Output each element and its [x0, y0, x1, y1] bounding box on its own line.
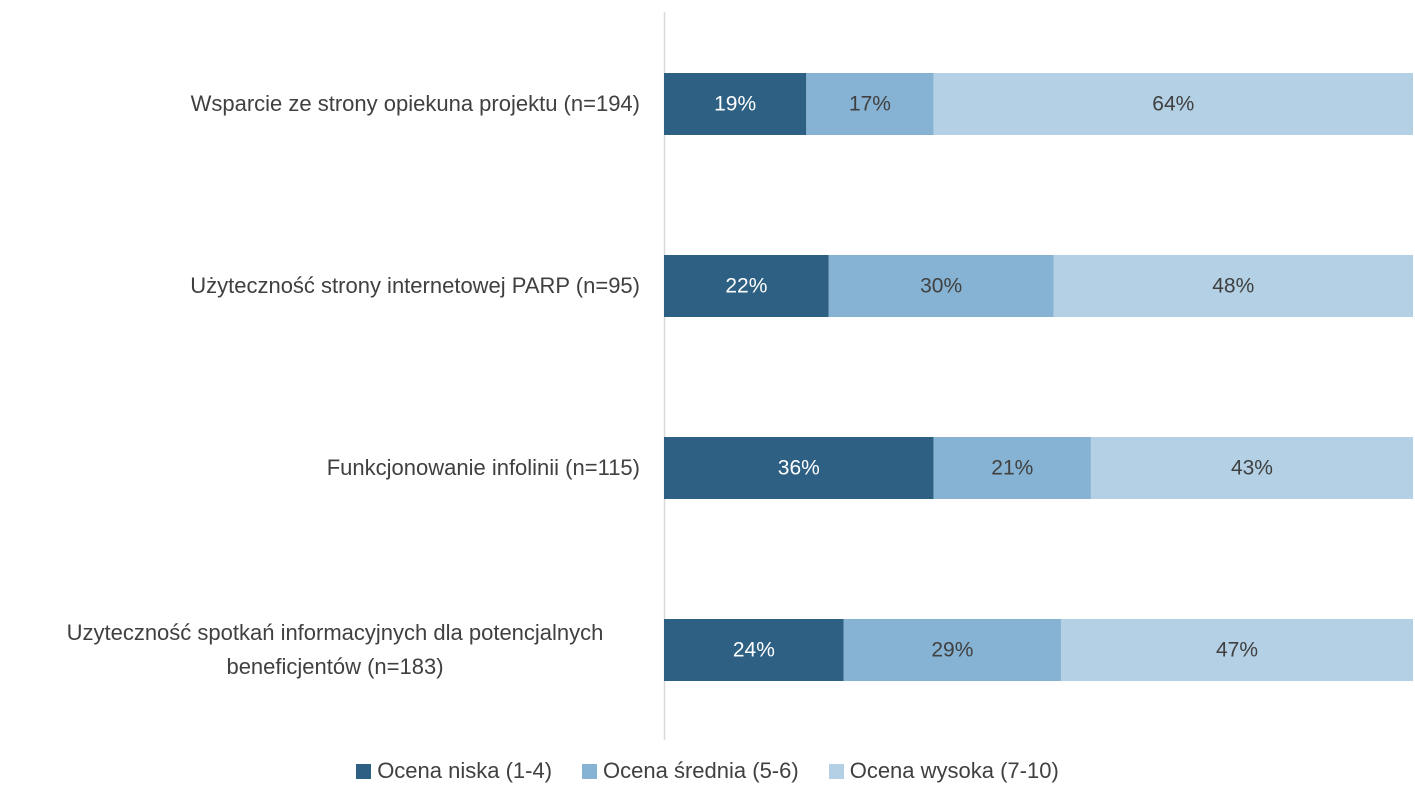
- legend-item: Ocena średnia (5-6): [582, 758, 799, 784]
- data-label: 17%: [849, 93, 891, 116]
- bar-segment: [843, 619, 1061, 681]
- legend: Ocena niska (1-4) Ocena średnia (5-6) Ocen…: [0, 758, 1415, 784]
- category-label: Wsparcie ze strony opiekuna projektu (n=…: [190, 91, 640, 116]
- legend-label: Ocena średnia (5-6): [603, 758, 799, 783]
- legend-swatch: [356, 763, 372, 779]
- category-label: Użyteczność strony internetowej PARP (n=…: [190, 273, 640, 298]
- legend-label: Ocena niska (1-4): [377, 758, 553, 783]
- bar-segment: [1090, 437, 1413, 499]
- data-label: 22%: [725, 275, 767, 298]
- bar-segment: [828, 255, 1054, 317]
- data-label: 19%: [714, 93, 756, 116]
- data-label: 30%: [920, 275, 962, 298]
- legend-swatch: [582, 763, 598, 779]
- category-label: Uzyteczność spotkań informacyjnych dla p…: [66, 620, 604, 679]
- bar-segment: [806, 73, 934, 135]
- legend-swatch: [828, 763, 844, 779]
- data-label: 48%: [1212, 275, 1254, 298]
- data-label: 64%: [1152, 93, 1194, 116]
- data-label: 47%: [1216, 639, 1258, 662]
- bar-segment: [1060, 619, 1413, 681]
- bar-segment: [664, 255, 829, 317]
- bar-segment: [664, 437, 934, 499]
- data-label: 21%: [991, 457, 1033, 480]
- bar-segment: [933, 437, 1091, 499]
- legend-item: Ocena niska (1-4): [356, 758, 552, 784]
- legend-label: Ocena wysoka (7-10): [849, 758, 1059, 783]
- bar-segment: [1053, 255, 1413, 317]
- bar-segment: [664, 73, 807, 135]
- data-label: 36%: [778, 457, 820, 480]
- bar-segment: [933, 73, 1413, 135]
- legend-item: Ocena wysoka (7-10): [828, 758, 1059, 784]
- data-label: 29%: [931, 639, 973, 662]
- bar-segment: [664, 619, 844, 681]
- data-label: 24%: [733, 639, 775, 662]
- data-label: 43%: [1231, 457, 1273, 480]
- category-label: Funkcjonowanie infolinii (n=115): [326, 455, 640, 480]
